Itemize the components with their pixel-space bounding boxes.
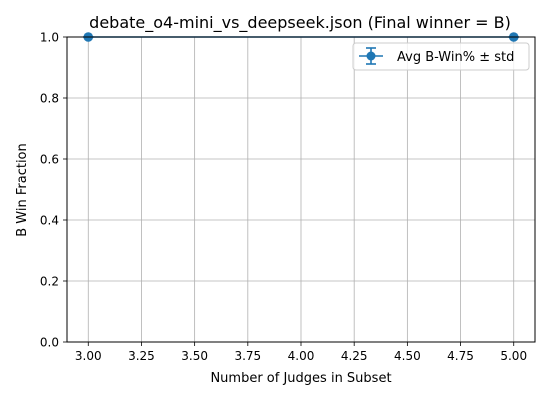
x-tick-label: 4.00 — [288, 349, 315, 363]
legend-box — [352, 42, 530, 71]
y-tick-label: 1.0 — [40, 31, 59, 45]
x-tick-label: 4.25 — [341, 349, 368, 363]
x-axis-label: Number of Judges in Subset — [210, 371, 391, 386]
x-tick-label: 3.75 — [234, 349, 261, 363]
chart-title: debate_o4-mini_vs_deepseek.json (Final w… — [89, 13, 511, 33]
y-tick-label: 0.2 — [40, 275, 59, 289]
x-tick-label: 4.75 — [447, 349, 474, 363]
x-tick-label: 3.50 — [181, 349, 208, 363]
y-tick-label: 0.4 — [40, 214, 59, 228]
x-axis-ticks: 3.00 3.25 3.50 3.75 4.00 4.25 4.50 4.75 5.00 — [75, 342, 527, 363]
y-tick-label: 0.8 — [40, 92, 59, 106]
y-axis-label: B Win Fraction — [15, 143, 30, 237]
legend-label: Avg B-Win% ± std — [397, 50, 514, 65]
x-tick-label: 5.00 — [500, 349, 527, 363]
x-tick-label: 4.50 — [394, 349, 421, 363]
y-axis-ticks: 0.0 0.2 0.4 0.6 0.8 1.0 — [40, 31, 67, 350]
x-tick-label: 3.25 — [128, 349, 155, 363]
y-tick-label: 0.0 — [40, 336, 59, 350]
legend: Avg B-Win% ± std — [352, 42, 530, 71]
x-tick-label: 3.00 — [75, 349, 102, 363]
grid — [67, 36, 535, 343]
y-tick-label: 0.6 — [40, 153, 59, 167]
legend-marker — [366, 51, 376, 61]
